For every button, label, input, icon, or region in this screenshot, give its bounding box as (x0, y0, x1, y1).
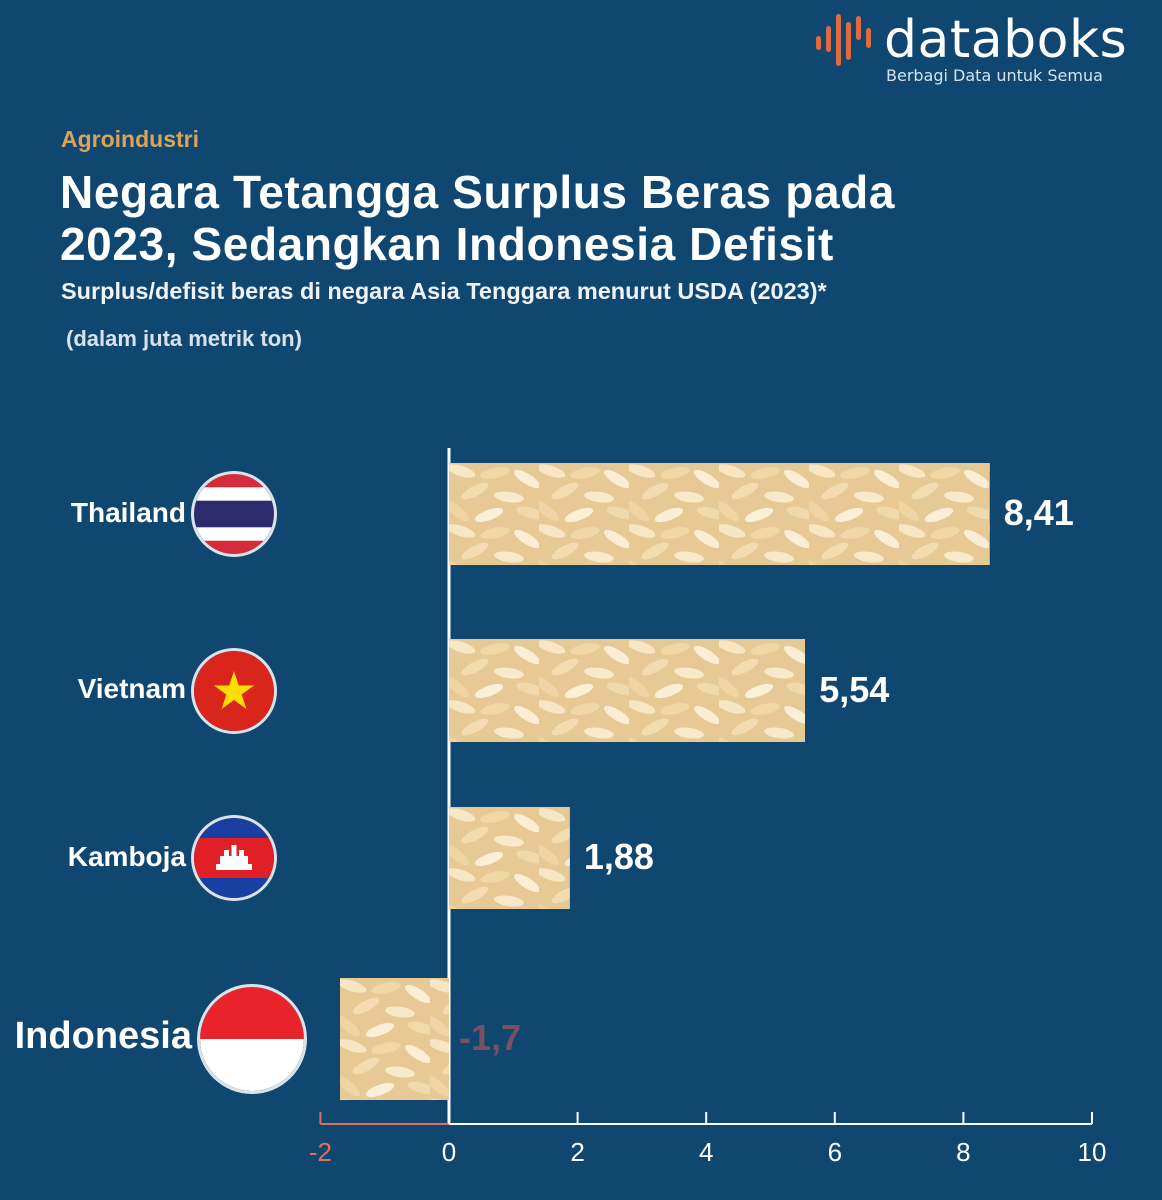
chart-title: Negara Tetangga Surplus Beras pada 2023,… (60, 166, 1120, 270)
bar-kamboja (449, 807, 570, 909)
bar-indonesia (339, 978, 449, 1100)
databoks-logo-icon (816, 14, 871, 66)
value-label-thailand: 8,41 (1003, 492, 1074, 533)
x-tick-label-0: 0 (441, 1137, 457, 1167)
x-tick-label-4: 4 (698, 1137, 714, 1167)
x-tick-label-8: 8 (956, 1137, 971, 1167)
category-label: Agroindustri (61, 126, 199, 152)
chart-title-line-2: 2023, Sedangkan Indonesia Defisit (60, 218, 834, 270)
thailand-flag-icon (194, 474, 274, 554)
cambodia-flag-icon (194, 818, 274, 898)
chart-subtitle: Surplus/defisit beras di negara Asia Ten… (61, 278, 827, 304)
databoks-logo[interactable]: databoks Berbagi Data untuk Semua (812, 4, 1142, 94)
x-tick-label-10: 10 (1077, 1137, 1107, 1167)
category-label-indonesia: Indonesia (14, 1015, 192, 1058)
brand-name: databoks (884, 10, 1128, 70)
x-tick-label-2: 2 (570, 1137, 585, 1167)
category-label-vietnam: Vietnam (77, 673, 186, 705)
value-label-kamboja: 1,88 (583, 836, 654, 877)
category-label-thailand: Thailand (70, 496, 186, 528)
indonesia-flag-icon (200, 987, 304, 1091)
value-label-vietnam: 5,54 (819, 668, 890, 710)
x-tick-label-6: 6 (827, 1137, 843, 1167)
category-label-kamboja: Kamboja (67, 840, 186, 872)
value-label-indonesia: -1,7 (459, 1017, 522, 1058)
x-tick-label--2: -2 (308, 1137, 332, 1167)
bar-thailand (449, 463, 990, 565)
vietnam-flag-icon (194, 650, 274, 731)
unit-label: (dalam juta metrik ton) (66, 326, 302, 351)
bar-vietnam (449, 639, 806, 742)
brand-tagline: Berbagi Data untuk Semua (886, 66, 1103, 85)
chart-title-line-1: Negara Tetangga Surplus Beras pada (60, 166, 896, 218)
